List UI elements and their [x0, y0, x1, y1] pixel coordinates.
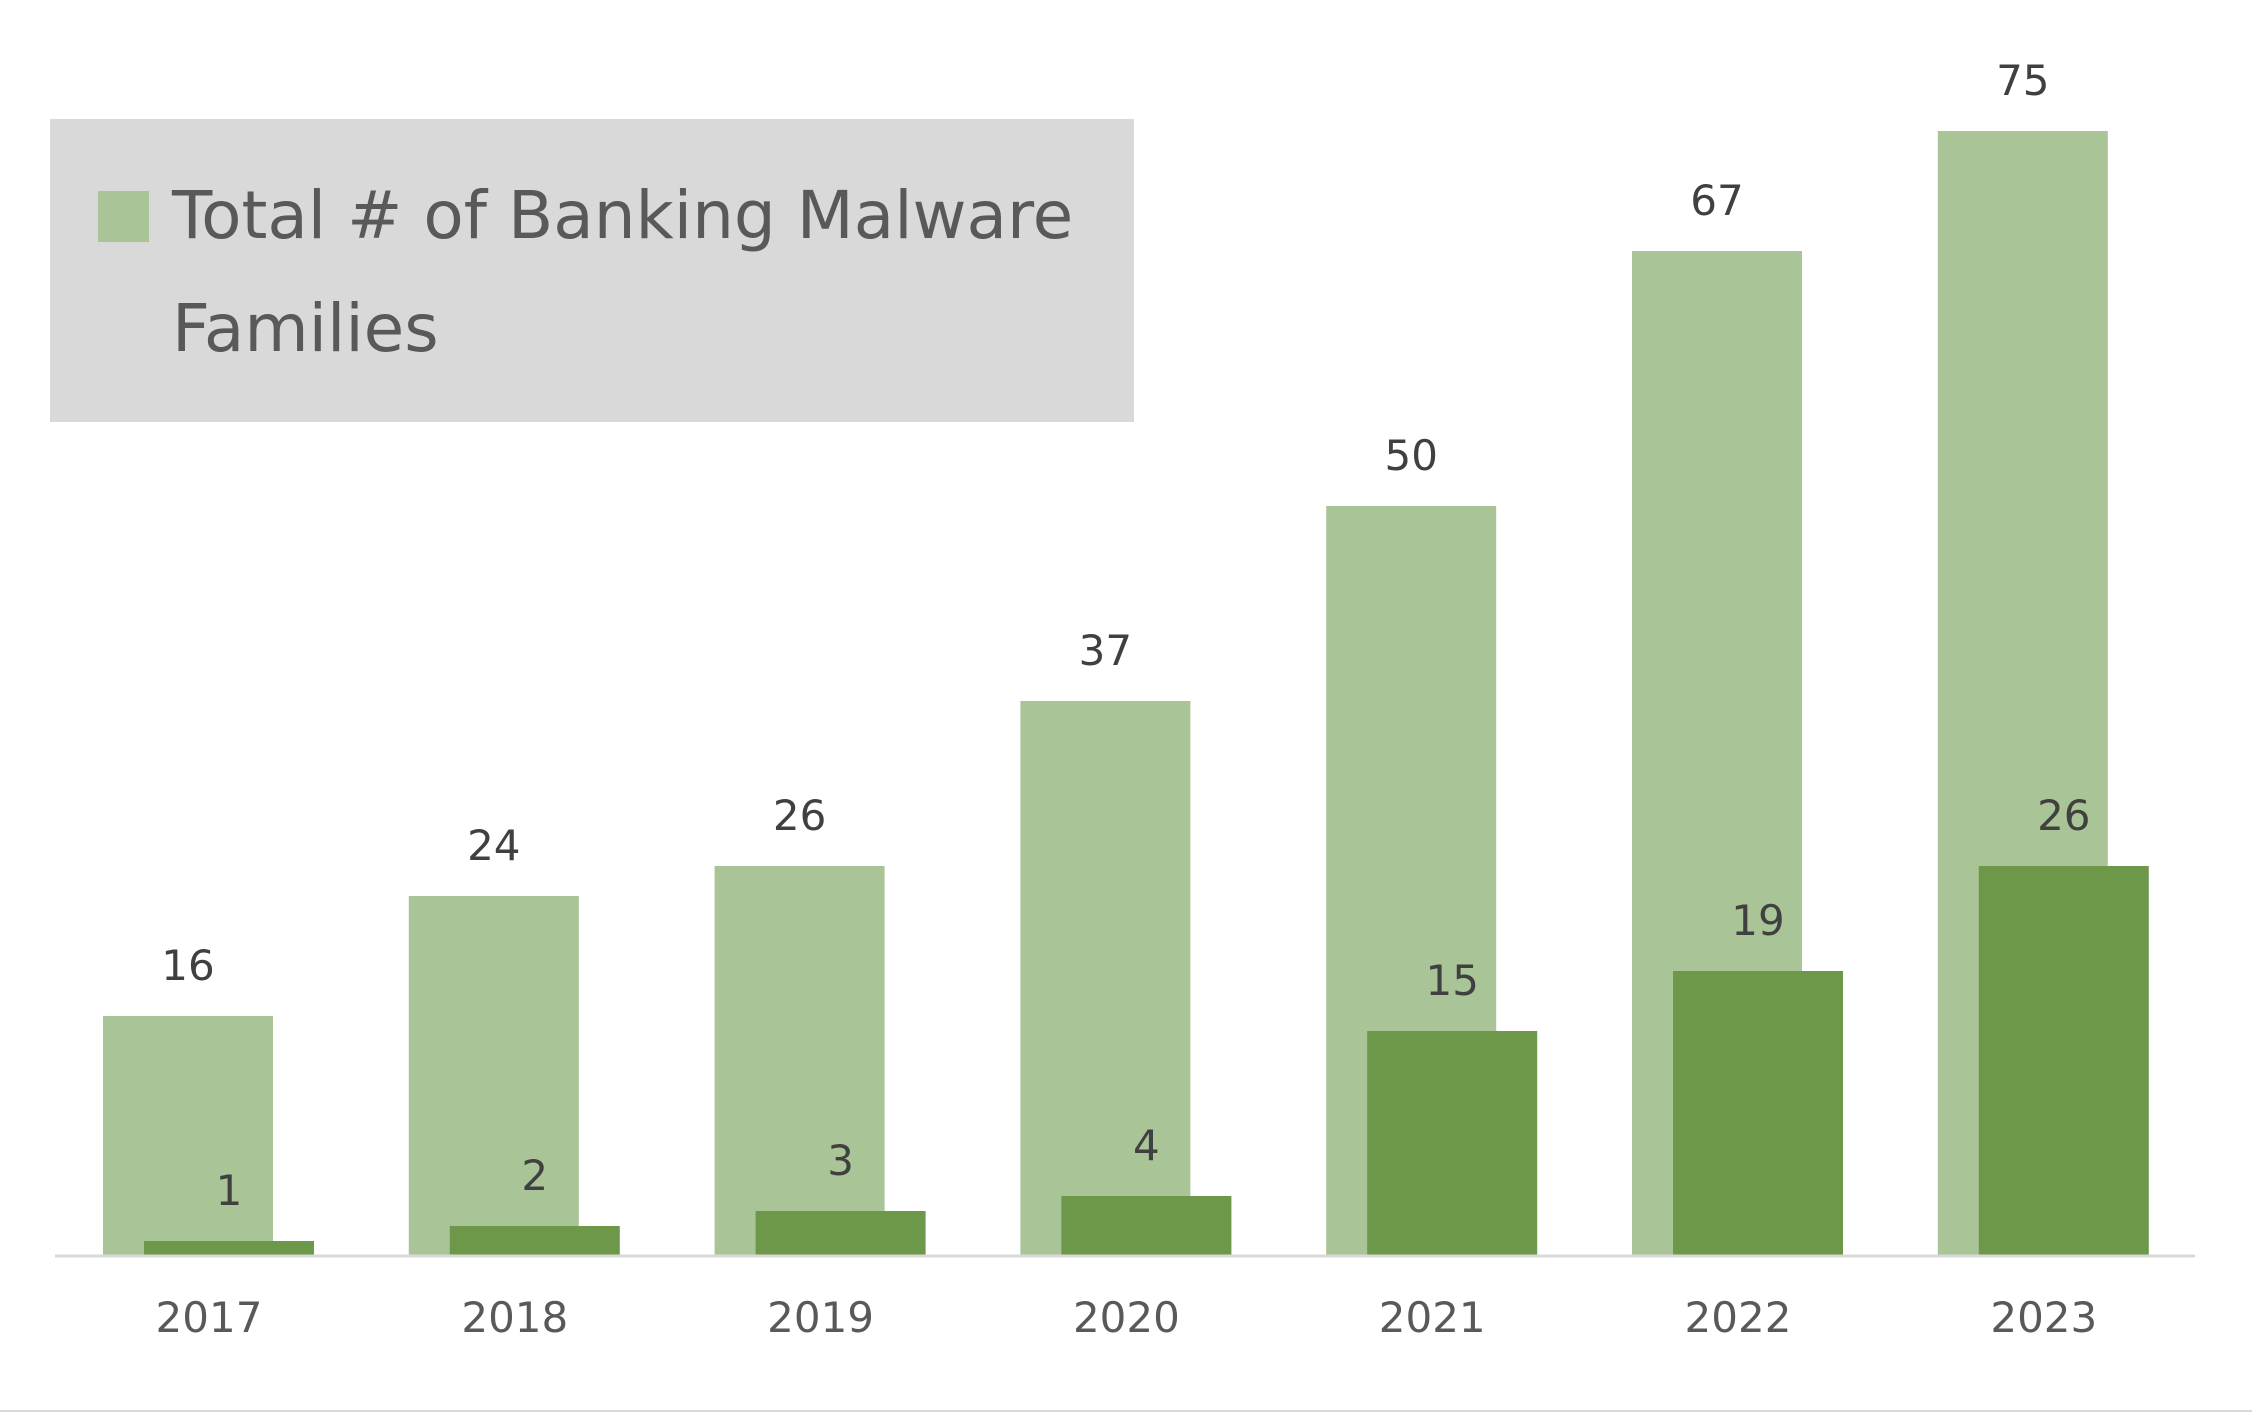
bar-series2-2017 [144, 1241, 314, 1256]
x-tick-label-2017: 2017 [156, 1293, 263, 1342]
data-label-series1-2019: 26 [773, 791, 826, 840]
bar-series2-2020 [1061, 1196, 1232, 1256]
data-label-series2-2020: 4 [1133, 1121, 1160, 1170]
x-tick-label-2023: 2023 [1990, 1293, 2097, 1342]
data-label-series1-2017: 16 [161, 941, 214, 990]
bar-series2-2022 [1673, 971, 1843, 1256]
bar-series1-2020 [1020, 701, 1191, 1256]
data-label-series2-2019: 3 [827, 1136, 854, 1185]
data-label-series2-2022: 19 [1731, 896, 1784, 945]
data-label-series1-2021: 50 [1384, 431, 1437, 480]
bar-series1-2019 [714, 866, 885, 1256]
x-tick-label-2019: 2019 [767, 1293, 874, 1342]
data-label-series2-2018: 2 [521, 1151, 548, 1200]
bar-series2-2019 [755, 1211, 926, 1256]
data-label-series1-2022: 67 [1690, 176, 1743, 225]
bottom-divider [0, 1410, 2252, 1412]
x-axis-ticks: 2017 2018 2019 2020 2021 2022 2023 [156, 1293, 2098, 1342]
chart-legend: Total # of Banking Malware Families [50, 119, 1134, 422]
data-label-series1-2020: 37 [1079, 626, 1132, 675]
x-tick-label-2022: 2022 [1685, 1293, 1792, 1342]
legend-label-total-families: Total # of Banking Malware Families [172, 177, 1074, 367]
data-labels-layer: 16 1 24 2 26 3 37 4 50 15 67 19 75 26 [161, 56, 2090, 1215]
data-label-series1-2023: 75 [1996, 56, 2049, 105]
data-label-series2-2023: 26 [2037, 791, 2090, 840]
x-tick-label-2021: 2021 [1379, 1293, 1486, 1342]
data-label-series2-2017: 1 [216, 1166, 243, 1215]
bar-series1-2018 [408, 896, 579, 1256]
bar-series2-2018 [449, 1226, 620, 1256]
bar-series2-2023 [1978, 866, 2149, 1256]
data-label-series1-2018: 24 [467, 821, 520, 870]
bar-series2-2021 [1367, 1031, 1538, 1256]
x-tick-label-2020: 2020 [1073, 1293, 1180, 1342]
data-label-series2-2021: 15 [1425, 956, 1478, 1005]
legend-swatch-total-families [98, 191, 149, 242]
x-tick-label-2018: 2018 [461, 1293, 568, 1342]
bar-series1-2017 [103, 1016, 273, 1256]
bars-layer [103, 131, 2149, 1256]
